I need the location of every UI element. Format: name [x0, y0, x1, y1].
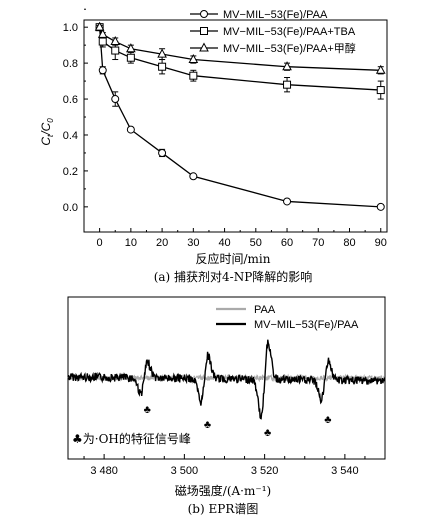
data-point — [375, 64, 386, 74]
panel-b-legend: PAA MV−MIL−53(Fe)/PAA — [216, 304, 359, 331]
y-tick-label: 0.8 — [63, 58, 78, 70]
data-point — [97, 28, 108, 38]
x-tick-label: 80 — [343, 237, 355, 249]
panel-a-y-axis-label: Ct/C0 — [39, 118, 55, 146]
panel-b-peak-markers: ♣ ♣ ♣ ♣ — [144, 404, 332, 439]
data-point — [283, 197, 292, 206]
panel-a-legend: MV−MIL−53(Fe)/PAA MV−MIL−53(Fe)/PAA+TBA MV… — [190, 9, 356, 55]
data-point — [189, 172, 198, 181]
panel-a-caption: (a) 捕获剂对4-NP降解的影响 — [154, 269, 313, 284]
x-tick-label: 0 — [97, 237, 103, 249]
legend-label: PAA — [254, 304, 276, 316]
data-point — [283, 80, 292, 89]
series-triangle — [94, 21, 386, 75]
legend-label: MV−MIL−53(Fe)/PAA+甲醇 — [223, 41, 356, 55]
data-point — [110, 35, 121, 46]
data-point — [126, 125, 135, 134]
panel-a-series — [94, 21, 386, 211]
y-tick-label: 0.0 — [63, 202, 78, 214]
peak-marker: ♣ — [204, 419, 211, 431]
y-tick-label: 1.0 — [63, 22, 78, 34]
panel-a-plot-frame — [83, 19, 388, 233]
legend-label: MV−MIL−53(Fe)/PAA — [254, 319, 359, 331]
y-tick-label: 0.4 — [63, 130, 78, 142]
x-tick-label: 30 — [187, 237, 199, 249]
data-point — [98, 37, 107, 46]
x-tick-label: 50 — [250, 237, 262, 249]
data-point — [126, 53, 135, 62]
data-point — [189, 71, 198, 80]
panel-b-x-axis-label: 磁场强度/(A·m⁻¹) — [175, 483, 271, 498]
legend-label: MV−MIL−53(Fe)/PAA — [223, 9, 328, 21]
panel-a-degradation-chart: 0.0 0.2 0.4 0.6 0.8 1.0 0 10 20 30 40 50 60 70 80 90 M… — [39, 8, 388, 284]
data-point — [111, 95, 120, 104]
x-tick-label: 3 520 — [251, 465, 279, 477]
panel-b-caption: (b) EPR谱图 — [188, 502, 259, 516]
panel-a-x-ticks: 0 10 20 30 40 50 60 70 80 90 — [97, 228, 387, 249]
x-tick-label: 3 500 — [171, 465, 199, 477]
data-point — [157, 48, 167, 58]
series-square — [95, 23, 385, 100]
panel-b-series — [67, 339, 386, 420]
x-tick-label: 3 540 — [331, 465, 359, 477]
x-tick-label: 3 480 — [90, 465, 118, 477]
legend-marker — [199, 42, 209, 52]
panel-a-x-axis-label: 反应时间/min — [196, 251, 271, 266]
peak-marker: ♣ — [324, 414, 331, 426]
y-tick-label: 0.6 — [63, 94, 78, 106]
data-point — [111, 46, 120, 55]
data-point — [158, 62, 167, 71]
series-line — [98, 27, 381, 208]
data-point — [94, 21, 105, 31]
panel-b-epr-chart: 3 480 3 500 3 520 3 540 ♣ ♣ ♣ ♣ PAA MV−MIL−53(F… — [67, 296, 386, 516]
series-mv-mil-trace — [67, 339, 386, 420]
data-point — [188, 53, 199, 64]
peak-marker: ♣ — [144, 404, 151, 416]
panel-a-y-ticks: 0.0 0.2 0.4 0.6 0.8 1.0 — [63, 8, 88, 214]
legend-label: MV−MIL−53(Fe)/PAA+TBA — [223, 26, 356, 38]
data-point — [376, 86, 385, 95]
peak-marker: ♣ — [264, 427, 271, 439]
data-point — [158, 148, 167, 157]
x-tick-label: 40 — [218, 237, 230, 249]
panel-b-annotation: ♣为·OH的特征信号峰 — [72, 431, 191, 446]
x-tick-label: 90 — [375, 237, 387, 249]
x-tick-label: 10 — [125, 237, 137, 249]
x-tick-label: 20 — [156, 237, 168, 249]
data-point — [376, 202, 385, 211]
x-tick-label: 70 — [312, 237, 324, 249]
data-point — [98, 66, 107, 75]
x-tick-label: 60 — [281, 237, 293, 249]
panel-b-x-ticks: 3 480 3 500 3 520 3 540 — [83, 454, 366, 477]
legend-marker — [200, 27, 208, 35]
data-point — [126, 43, 136, 53]
legend-marker — [200, 10, 208, 18]
data-point — [282, 61, 292, 71]
y-tick-label: 0.2 — [63, 166, 78, 178]
